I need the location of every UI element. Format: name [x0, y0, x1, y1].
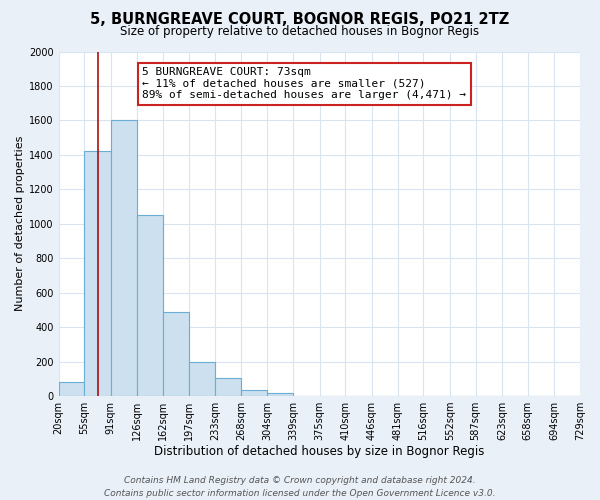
Bar [137, 215, 163, 396]
Bar [59, 382, 85, 396]
Bar [215, 378, 241, 396]
Bar [163, 312, 189, 396]
Text: 5, BURNGREAVE COURT, BOGNOR REGIS, PO21 2TZ: 5, BURNGREAVE COURT, BOGNOR REGIS, PO21 … [91, 12, 509, 28]
Bar [111, 120, 137, 396]
Bar [189, 362, 215, 396]
Text: 5 BURNGREAVE COURT: 73sqm
← 11% of detached houses are smaller (527)
89% of semi: 5 BURNGREAVE COURT: 73sqm ← 11% of detac… [142, 67, 466, 100]
Bar [85, 152, 111, 396]
Bar [241, 390, 268, 396]
Bar [268, 394, 293, 396]
Text: Size of property relative to detached houses in Bognor Regis: Size of property relative to detached ho… [121, 25, 479, 38]
X-axis label: Distribution of detached houses by size in Bognor Regis: Distribution of detached houses by size … [154, 444, 485, 458]
Y-axis label: Number of detached properties: Number of detached properties [15, 136, 25, 312]
Text: Contains HM Land Registry data © Crown copyright and database right 2024.
Contai: Contains HM Land Registry data © Crown c… [104, 476, 496, 498]
